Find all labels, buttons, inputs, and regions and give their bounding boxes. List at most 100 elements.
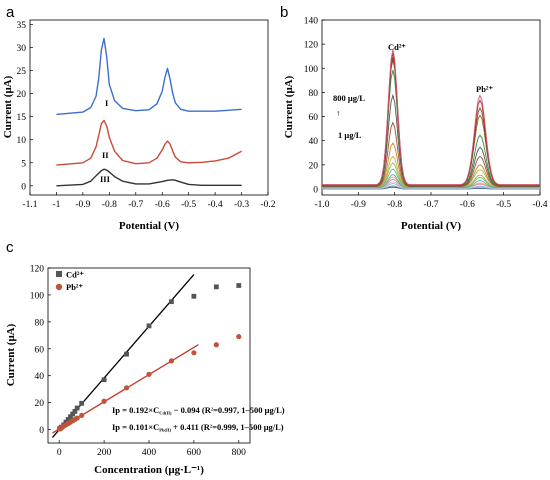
chart-b-low-conc-label: 1 μg/L — [338, 130, 362, 140]
chart-a-x-tick-label: -0.6 — [155, 200, 170, 210]
chart-a-series-line-III — [56, 168, 242, 187]
chart-b-high-conc-label: 800 μg/L — [333, 93, 365, 103]
panel-letter-b: b — [280, 4, 288, 21]
chart-b-y-tick-label: 140 — [304, 17, 319, 27]
chart-c-point-cd — [70, 411, 76, 417]
chart-b-y-tick-label: 0 — [313, 185, 318, 195]
chart-a-x-ticks: -1.1 -1 -0.9 -0.8 -0.7 -0.6 -0.5 -0.4 -0.3 -0.2 — [22, 192, 276, 210]
chart-c-y-ticks: 0 20 40 60 80 100 120 — [30, 265, 51, 436]
chart-a-series-line-I — [56, 37, 242, 116]
panel-letter-a: a — [6, 4, 15, 21]
chart-c-y-tick-label: 40 — [35, 372, 45, 382]
chart-a-y-tick-label: 20 — [17, 90, 27, 100]
chart-a-x-tick-label: -0.8 — [102, 200, 117, 210]
chart-a-frame — [29, 19, 269, 196]
chart-b-arrow: ↑ — [336, 108, 340, 118]
chart-a-x-tick-label: -0.9 — [75, 200, 90, 210]
chart-c-y-tick-label: 120 — [30, 265, 45, 275]
chart-c-point-cd — [74, 405, 80, 411]
chart-a-series-label-III: III — [100, 174, 111, 184]
chart-a-x-tick-label: -0.3 — [234, 200, 249, 210]
chart-c-y-tick-label: 60 — [35, 345, 45, 355]
chart-a-series-label-I: I — [105, 98, 109, 108]
chart-c-x-ticks: 0 200 400 600 800 — [57, 440, 246, 458]
chart-c-point-pb — [213, 342, 219, 348]
chart-b-x-tick-label: -0.6 — [460, 200, 475, 210]
chart-c-point-pb — [79, 412, 85, 419]
chart-c-point-cd — [169, 299, 174, 305]
chart-c-equation-cd: Ip = 0.192×CCd(II) − 0.094 (R2=0.997, 1–… — [112, 405, 285, 416]
chart-a-series — [56, 37, 242, 187]
chart-a-x-tick-label: -0.4 — [208, 200, 223, 210]
chart-b-y-tick-label: 80 — [309, 89, 319, 99]
chart-c-point-cd — [236, 283, 242, 288]
chart-c-legend-marker-cd — [56, 271, 62, 277]
chart-c-point-pb — [123, 385, 130, 391]
chart-c-legend-pb: Pb²⁺ — [66, 282, 83, 292]
chart-c-point-cd — [72, 408, 78, 414]
chart-a-y-tick-label: 10 — [17, 136, 27, 146]
chart-a-x-tick-label: -0.7 — [128, 200, 143, 210]
chart-a-y-axis-label: Current (μA) — [2, 75, 14, 138]
chart-b-series-line — [322, 57, 540, 186]
chart-a-y-tick-label: 5 — [21, 159, 26, 169]
chart-b-series-line — [322, 70, 540, 187]
chart-c-point-cd — [191, 293, 197, 299]
chart-b-y-tick-label: 120 — [304, 41, 319, 51]
chart-c-point-pb — [191, 350, 197, 356]
chart-a-series-label-II: II — [102, 150, 109, 160]
chart-b-y-tick-label: 60 — [309, 113, 319, 123]
chart-c-equation-pb: Ip = 0.101×CPb(II) + 0.411 (R2=0.999, 1–… — [112, 422, 284, 433]
chart-a-y-ticks: 0 5 10 15 20 25 30 35 — [17, 21, 33, 192]
chart-b-x-tick-label: -0.9 — [351, 200, 366, 210]
chart-c-x-axis-label: Concentration (μg·L⁻¹) — [94, 464, 204, 476]
chart-c-point-cd — [101, 377, 107, 383]
chart-a-y-tick-label: 35 — [17, 21, 27, 31]
chart-c-y-axis-label: Current (μA) — [5, 323, 17, 386]
chart-b-series-line — [322, 162, 540, 188]
chart-b: -1.0 -0.9 -0.8 -0.7 -0.6 -0.5 -0.4 0 20 40 60 80 10… — [283, 17, 548, 233]
chart-a-x-tick-label: -1 — [52, 200, 60, 210]
chart-c-point-cd — [213, 284, 219, 290]
chart-b-series-line — [322, 121, 540, 188]
chart-a-y-tick-label: 30 — [17, 44, 27, 54]
chart-b-x-tick-label: -0.8 — [387, 200, 402, 210]
chart-b-cd-label: Cd²⁺ — [388, 42, 406, 52]
chart-a-x-tick-label: -0.5 — [181, 200, 196, 210]
chart-c-point-cd — [68, 414, 73, 420]
chart-b-series-line — [322, 173, 540, 189]
chart-a-y-tick-label: 25 — [17, 67, 27, 77]
chart-b-y-tick-label: 40 — [309, 137, 319, 147]
chart-c-y-tick-label: 100 — [30, 291, 45, 301]
chart-c-x-tick-label: 200 — [97, 448, 112, 458]
chart-b-x-tick-label: -1.0 — [314, 200, 329, 210]
chart-c-x-tick-label: 400 — [142, 448, 157, 458]
chart-a-x-tick-label: -0.2 — [260, 200, 275, 210]
chart-c-point-cd — [124, 351, 129, 357]
chart-b-x-tick-label: -0.7 — [423, 200, 438, 210]
chart-b-y-tick-label: 100 — [304, 65, 319, 75]
chart-a-x-axis-label: Potential (V) — [119, 220, 180, 232]
chart-c-point-pb — [236, 334, 242, 340]
chart-c-point-pb — [146, 371, 152, 377]
chart-c-x-tick-label: 800 — [232, 448, 247, 458]
chart-b-x-ticks: -1.0 -0.9 -0.8 -0.7 -0.6 -0.5 -0.4 — [314, 192, 548, 210]
chart-b-x-tick-label: -0.5 — [496, 200, 511, 210]
chart-c-legend-cd: Cd²⁺ — [66, 270, 84, 280]
chart-b-series — [322, 49, 540, 190]
chart-a-series-line-II — [56, 119, 242, 166]
chart-c-y-tick-label: 20 — [35, 399, 45, 409]
chart-a: -1.1 -1 -0.9 -0.8 -0.7 -0.6 -0.5 -0.4 -0.3 -0.2 0… — [2, 19, 276, 232]
chart-a-x-tick-label: -1.1 — [22, 200, 37, 210]
chart-c-point-pb — [168, 358, 175, 364]
chart-c-y-tick-label: 80 — [35, 318, 45, 328]
chart-b-x-axis-label: Potential (V) — [401, 220, 462, 232]
chart-b-y-tick-label: 20 — [309, 161, 319, 171]
chart-b-series-line — [322, 49, 540, 186]
chart-b-y-axis-label: Current (μA) — [283, 75, 295, 138]
chart-b-x-tick-label: -0.4 — [532, 200, 547, 210]
chart-c-x-tick-label: 0 — [57, 448, 62, 458]
chart-c-points — [56, 283, 242, 432]
